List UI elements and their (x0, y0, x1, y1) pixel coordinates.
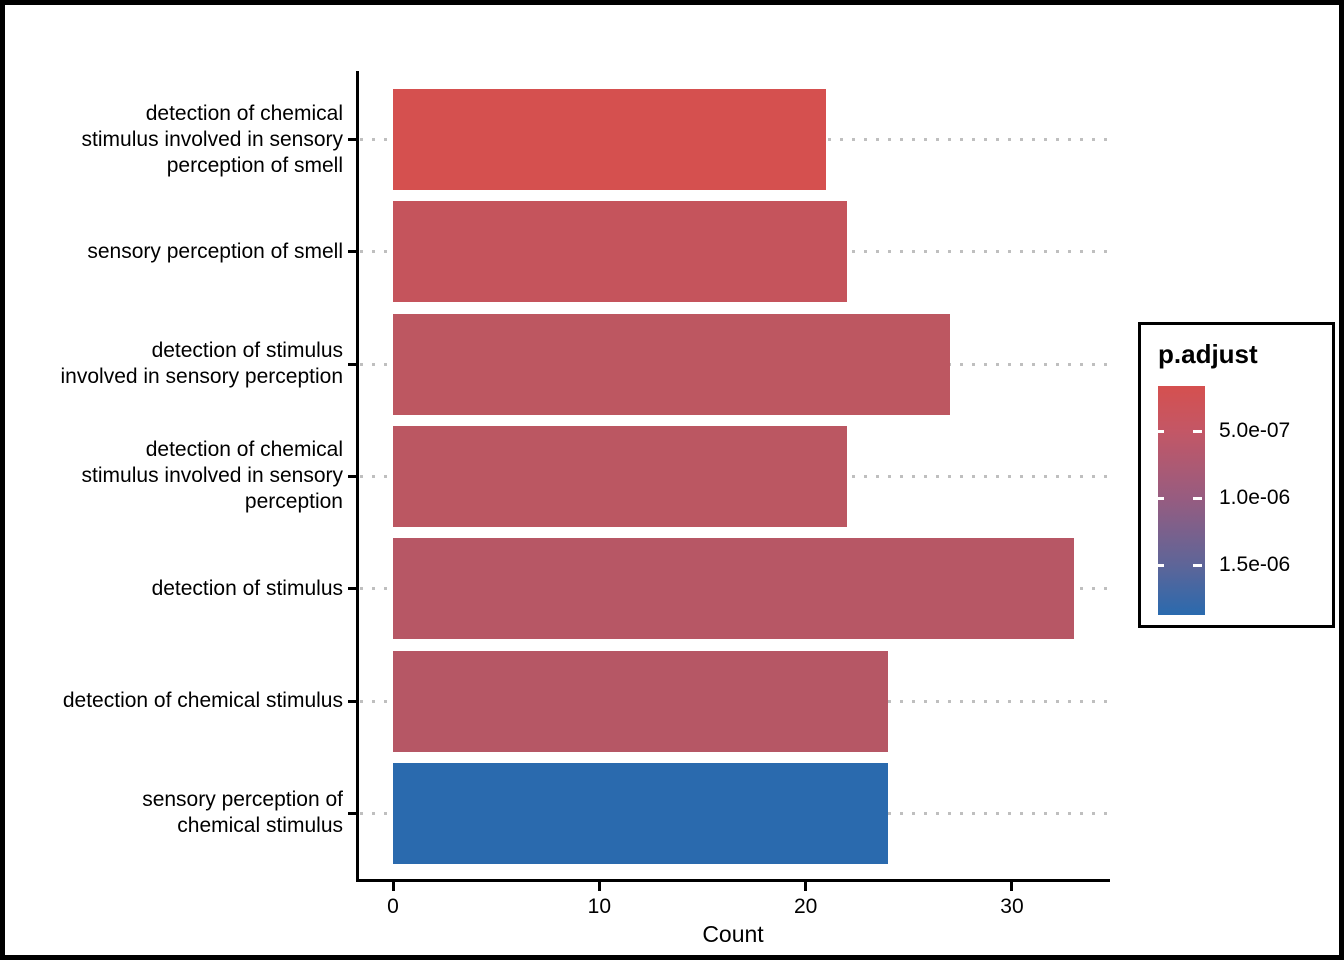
y-axis-tick (348, 587, 357, 591)
category-label: detection of stimulus (151, 576, 343, 600)
legend-tick-label: 1.5e-06 (1219, 553, 1291, 576)
bar-6 (393, 650, 889, 752)
legend-p-adjust: p.adjust 5.0e-07 1.0e-06 1.5e-06 (1138, 322, 1335, 628)
x-axis-tick-label: 10 (587, 895, 612, 918)
legend-tick-label: 5.0e-07 (1219, 419, 1291, 442)
bar-4 (393, 425, 847, 527)
x-axis-line (356, 879, 1110, 882)
category-label: sensory perception of smell (87, 239, 343, 263)
bar-1 (393, 89, 827, 190)
category-label: detection of chemical stimulus (62, 689, 343, 712)
legend-tick-mark (1155, 563, 1164, 567)
legend-tick-mark (1155, 429, 1164, 433)
bar-2 (393, 201, 847, 303)
x-axis-title: Count (702, 921, 764, 947)
category-label: detection of chemical stimulus involved … (81, 101, 343, 177)
bar-5 (393, 538, 1074, 640)
y-axis-tick (348, 474, 357, 478)
y-axis-tick (348, 811, 357, 815)
legend-tick-mark (1193, 496, 1202, 500)
legend-color-gradient (1158, 386, 1205, 615)
x-axis-tick (391, 882, 395, 891)
legend-tick-mark (1155, 496, 1164, 500)
bar-3 (393, 313, 951, 415)
x-axis-tick (597, 882, 601, 891)
legend-tick-mark (1193, 563, 1202, 567)
y-axis-tick (348, 138, 357, 141)
legend-tick-mark (1193, 429, 1202, 433)
y-axis-tick (348, 250, 357, 254)
x-axis-tick (1010, 882, 1014, 891)
y-axis-tick (348, 362, 357, 366)
x-axis-tick-label: 0 (387, 895, 399, 918)
bar-7 (393, 762, 889, 864)
legend-title: p.adjust (1158, 339, 1258, 369)
x-axis-tick (804, 882, 808, 891)
y-axis-line (356, 71, 359, 882)
y-axis-tick (348, 699, 357, 703)
category-label: sensory perception of chemical stimulus (142, 788, 343, 838)
x-axis-tick-label: 30 (1000, 895, 1024, 918)
x-axis-tick-label: 20 (793, 895, 818, 918)
category-label: detection of chemical stimulus involved … (81, 438, 343, 514)
legend-tick-label: 1.0e-06 (1219, 486, 1291, 509)
category-label: detection of stimulus involved in sensor… (60, 339, 344, 389)
